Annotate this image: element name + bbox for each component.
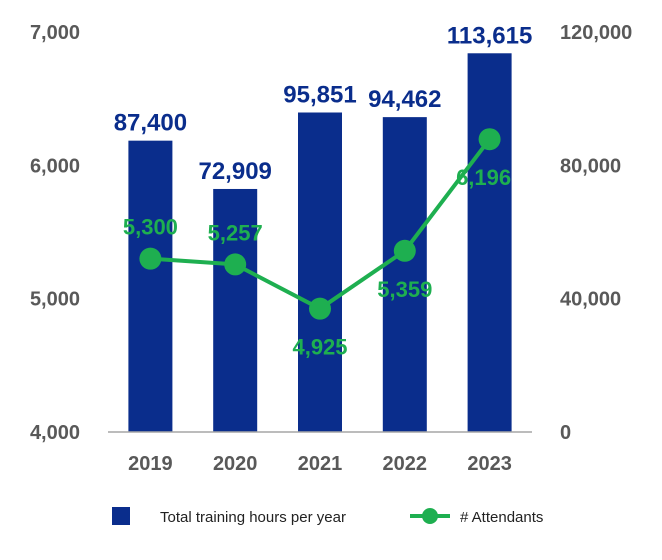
line-series: 5,300 5,257 4,925 5,359 6,196 [123,128,511,360]
legend-swatch-attendants-marker [422,508,438,524]
right-axis-tick-label: 0 [560,422,571,444]
left-axis-tick-label: 6,000 [30,155,80,177]
line-data-label: 5,359 [377,277,432,302]
line-data-label: 4,925 [292,335,347,360]
bar [298,112,342,432]
bar [128,140,173,432]
line-marker [478,128,501,151]
right-axis-tick-label: 80,000 [560,155,621,177]
x-axis-tick-label: 2019 [128,453,173,475]
line-marker [309,297,331,320]
right-axis: 0 40,000 80,000 120,000 [560,22,632,444]
x-axis-tick-label: 2020 [213,453,258,475]
legend-label-attendants: # Attendants [460,509,543,526]
left-axis: 4,000 5,000 6,000 7,000 [30,22,80,444]
line-marker [393,239,416,262]
left-axis-tick-label: 5,000 [30,289,80,311]
bar-data-label: 72,909 [198,158,271,185]
x-axis-tick-label: 2021 [298,453,343,475]
bar [467,53,512,433]
legend-label-training-hours: Total training hours per year [160,509,346,526]
bar [382,117,427,433]
line-marker [139,247,162,270]
left-axis-tick-label: 4,000 [30,422,80,444]
x-axis-tick-label: 2023 [467,453,512,475]
bar-series: 87,400 72,909 95,851 94,462 113,615 [114,22,532,433]
right-axis-tick-label: 120,000 [560,22,632,44]
right-axis-tick-label: 40,000 [560,289,621,311]
bar-data-label: 87,400 [114,110,187,137]
bar [213,188,258,432]
left-axis-tick-label: 7,000 [30,22,80,44]
legend-swatch-training-hours [112,507,130,525]
line-data-label: 6,196 [456,165,511,190]
bar-data-label: 94,462 [368,86,441,113]
x-axis: 2019 2020 2021 2022 2023 [108,431,532,475]
line-data-label: 5,257 [208,220,263,245]
x-axis-tick-label: 2022 [383,453,428,475]
legend: Total training hours per year # Attendan… [112,507,543,526]
bar-data-label: 95,851 [283,81,356,108]
line-marker [224,253,247,276]
line-data-label: 5,300 [123,215,178,240]
bar-data-label: 113,615 [447,22,532,49]
